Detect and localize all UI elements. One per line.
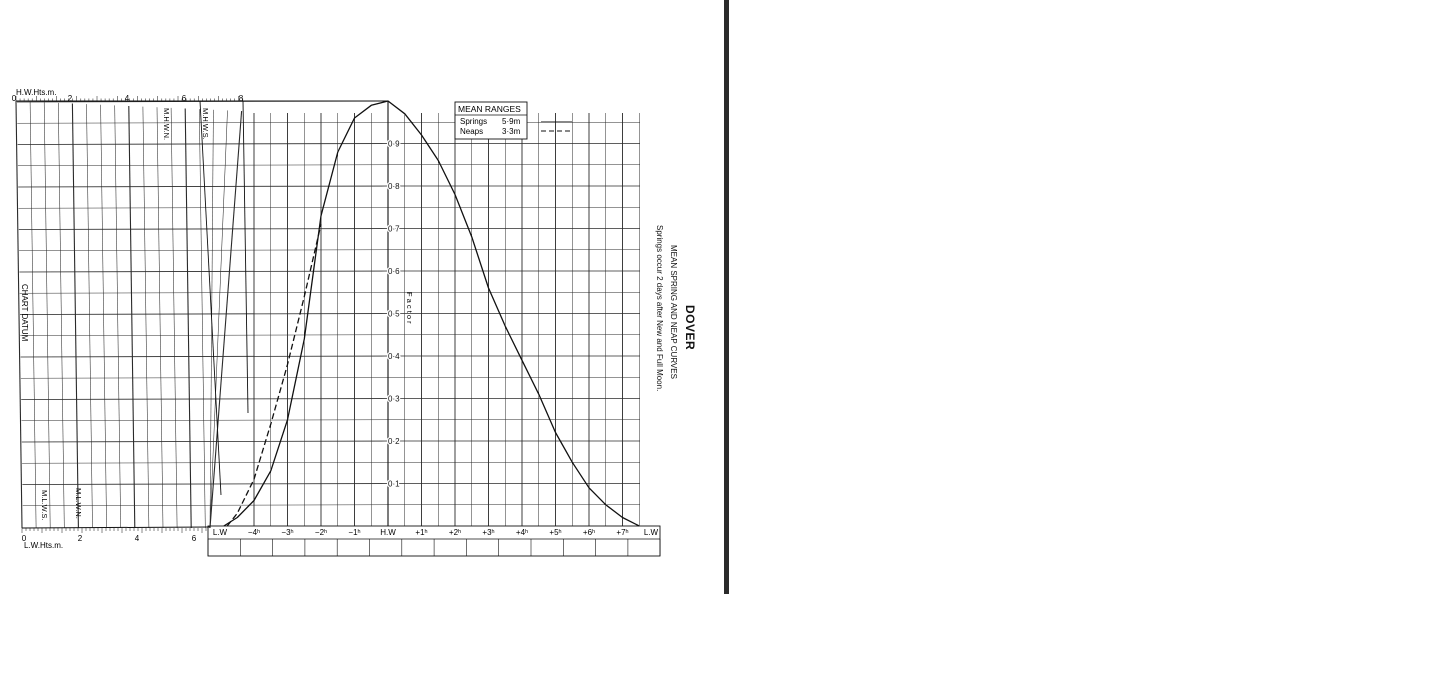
mhws-label: M.H.W.S. — [201, 108, 210, 140]
factor-tick-label: 0·3 — [388, 395, 400, 404]
height-grid-hline — [21, 398, 389, 400]
mlwn-label: M.L.W.N. — [74, 488, 83, 519]
height-grid-vline — [142, 106, 150, 529]
page-subtitle: MEAN SPRING AND NEAP CURVES — [669, 245, 678, 379]
lw-heights-label: L.W.Hts.m. — [24, 541, 63, 550]
mlws-label: M.L.W.S. — [40, 490, 49, 520]
factor-tick-label: 0·9 — [388, 140, 400, 149]
lw-height-tick: 4 — [135, 534, 140, 543]
height-grid-hline — [19, 313, 389, 315]
height-grid-hline — [21, 440, 389, 443]
legend-neaps-value: 3·3m — [502, 127, 521, 136]
height-grid-vline — [58, 102, 65, 529]
factor-tick-label: 0·6 — [388, 267, 400, 276]
time-axis-label: L.W — [213, 528, 228, 537]
height-grid-vline — [209, 111, 243, 529]
time-table — [207, 525, 661, 557]
height-grid-vline — [170, 107, 178, 529]
hw-height-tick: 4 — [125, 94, 130, 103]
time-axis-label: H.W — [380, 528, 396, 537]
height-grid-hline — [20, 377, 389, 379]
factor-tick-label: 0·1 — [388, 480, 400, 489]
height-grid-vline — [43, 102, 51, 529]
time-axis-label: −1ʰ — [348, 528, 360, 537]
legend-springs-value: 5·9m — [502, 117, 521, 126]
legend-neaps-label: Neaps — [460, 127, 483, 136]
time-axis-label: +1ʰ — [415, 528, 427, 537]
height-grid-vline — [15, 100, 23, 529]
curve-neaps — [226, 224, 322, 527]
height-grid-hline — [18, 207, 389, 209]
legend: MEAN RANGES Springs 5·9m Neaps 3·3m — [454, 101, 572, 140]
height-grid-hline — [20, 334, 389, 336]
height-grid-hline — [17, 122, 389, 124]
page-note: Springs occur 2 days after New and Full … — [655, 225, 664, 392]
height-grid-hline — [18, 185, 389, 188]
time-axis-label: +6ʰ — [583, 528, 595, 537]
hw-heights-label: H.W.Hts.m. — [16, 88, 56, 97]
height-grid-hline — [21, 419, 389, 421]
factor-tick-label: 0·2 — [388, 437, 400, 446]
tidal-curve-sheet: H.W.Hts.m. L.W.Hts.m. 0 2 4 6 8 0 2 4 6 M.H.W.N. M.H… — [0, 0, 724, 594]
height-grid-hline — [20, 355, 389, 358]
legend-springs-label: Springs — [460, 117, 487, 126]
chart-datum-label: CHART DATUM — [20, 284, 29, 342]
height-grid-vline — [100, 104, 107, 529]
legend-box — [454, 101, 528, 140]
height-grid-vline — [86, 104, 93, 529]
curve-springs — [223, 100, 640, 527]
hw-height-tick: 6 — [182, 94, 187, 103]
tidal-curve-diagram: H.W.Hts.m.L.W.Hts.m.0 2 4 6 80 2 4 6M.H.W.N. M.H… — [12, 88, 661, 557]
legend-title: MEAN RANGES — [458, 104, 521, 114]
curves — [223, 100, 640, 527]
height-grid-vline — [209, 110, 228, 529]
height-grid-hline — [19, 249, 389, 251]
factor-tick-label: 0·7 — [388, 225, 400, 234]
factor-axis-label: F a c t o r — [405, 292, 414, 324]
mhwn-label: M.H.W.N. — [162, 108, 171, 140]
height-grid-hline — [17, 143, 389, 145]
page-title: DOVER — [683, 305, 697, 351]
time-axis-label: +2ʰ — [449, 528, 461, 537]
hw-height-tick: 0 — [12, 94, 17, 103]
height-grid-vline — [199, 109, 206, 529]
time-axis-label: −3ʰ — [281, 528, 293, 537]
height-grid — [15, 96, 389, 533]
height-grid-vline — [71, 103, 79, 529]
height-grid-vline — [184, 108, 192, 529]
hw-height-tick: 2 — [68, 94, 73, 103]
height-grid-vline — [156, 107, 164, 529]
lw-height-tick: 2 — [78, 534, 83, 543]
height-grid-hline — [19, 270, 389, 273]
time-axis-label: L.W — [644, 528, 659, 537]
labels: H.W.Hts.m.L.W.Hts.m.0 2 4 6 80 2 4 6M.H.W.N. M.H… — [12, 88, 659, 550]
time-axis-label: −2ʰ — [315, 528, 327, 537]
mhwn-line — [242, 100, 249, 414]
height-grid-vline — [128, 106, 136, 529]
lw-height-ruler — [21, 526, 211, 529]
hw-height-tick: 8 — [239, 94, 244, 103]
time-axis-label: −4ʰ — [248, 528, 260, 537]
side-title: DOVER MEAN SPRING AND NEAP CURVES Spring… — [655, 225, 703, 430]
height-grid-vline — [114, 105, 121, 529]
height-grid-hline — [17, 164, 389, 166]
height-grid-hline — [19, 292, 389, 294]
lw-height-tick: 6 — [192, 534, 197, 543]
height-grid-hline — [22, 462, 389, 464]
time-axis-label: +4ʰ — [516, 528, 528, 537]
height-grid-hline — [18, 228, 389, 230]
height-grid-hline — [22, 483, 389, 485]
time-axis-label: +7ʰ — [616, 528, 628, 537]
time-axis-label: +5ʰ — [549, 528, 561, 537]
time-axis-label: +3ʰ — [482, 528, 494, 537]
viewer-divider — [724, 0, 729, 594]
lw-height-tick: 0 — [22, 534, 27, 543]
height-grid-hline — [22, 504, 389, 506]
factor-tick-label: 0·8 — [388, 182, 400, 191]
factor-tick-label: 0·5 — [388, 310, 400, 319]
factor-grid — [253, 101, 640, 526]
mhws-line — [199, 100, 222, 496]
factor-tick-label: 0·4 — [388, 352, 400, 361]
